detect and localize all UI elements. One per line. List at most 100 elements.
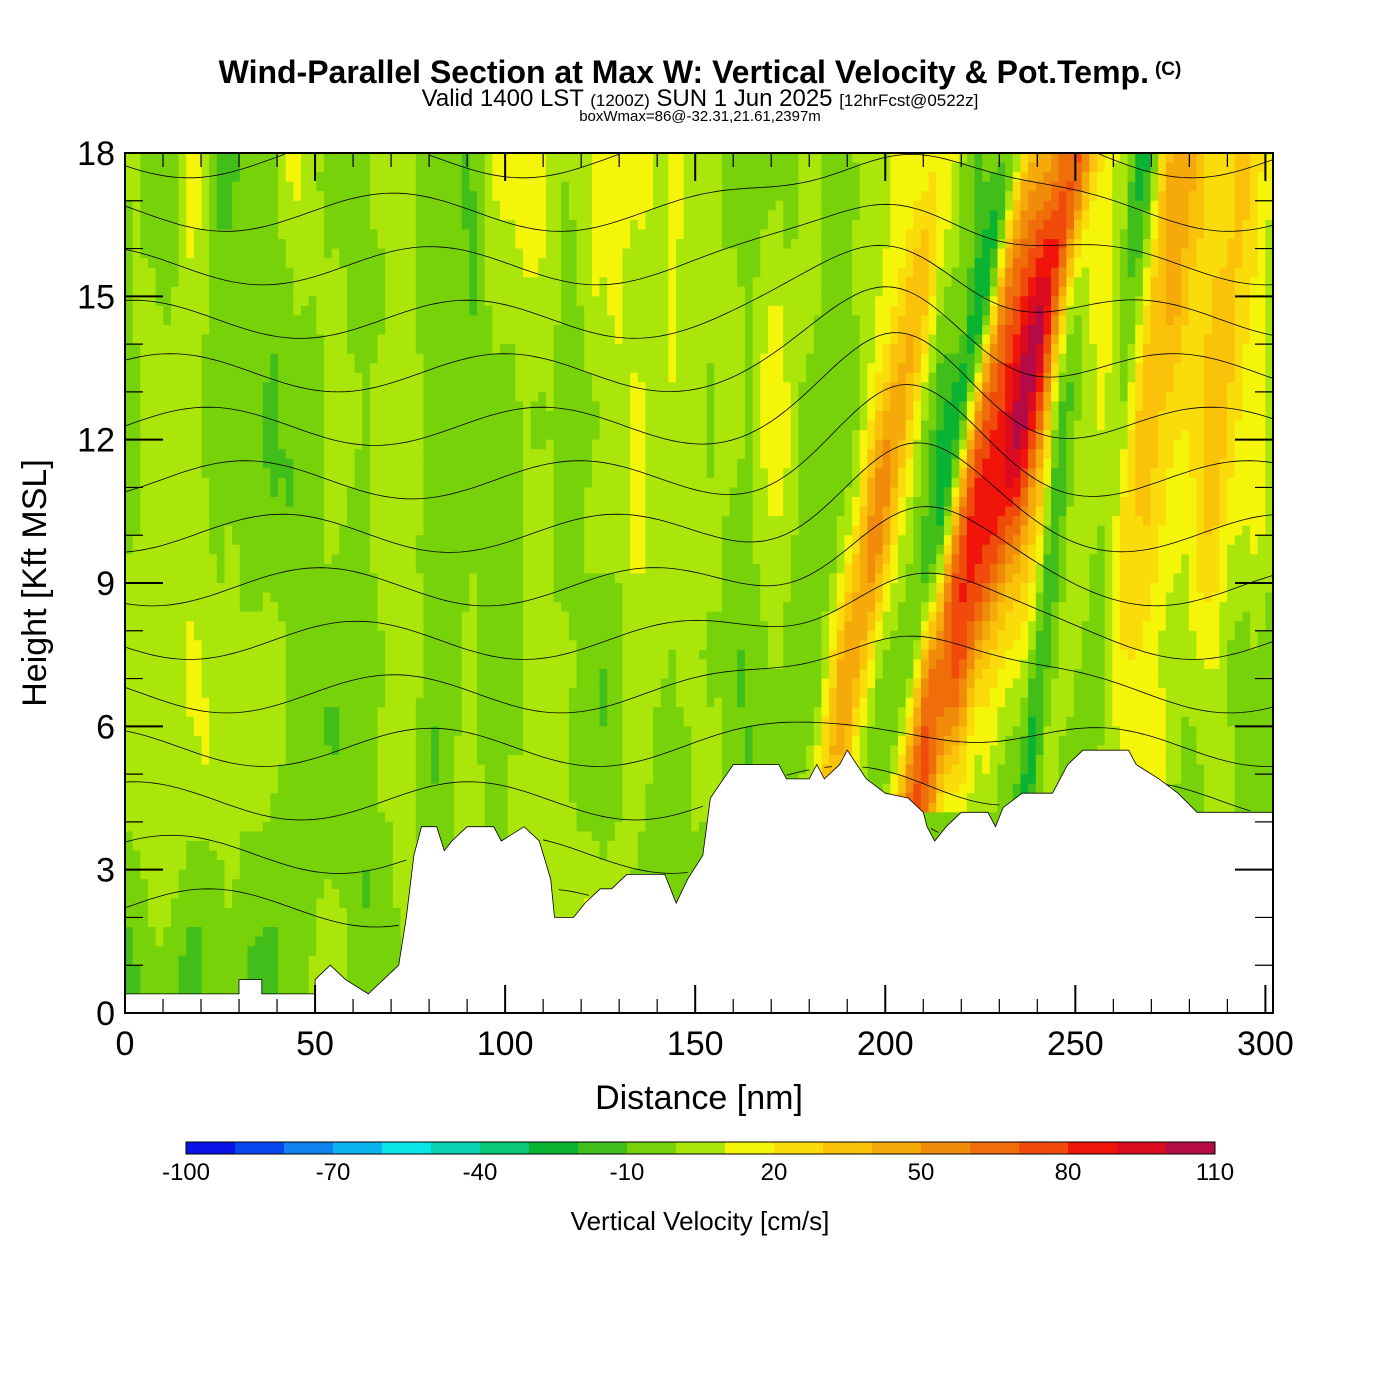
velocity-cell [484, 401, 493, 412]
velocity-cell [484, 458, 493, 469]
velocity-cell [928, 172, 937, 183]
velocity-cell [1181, 162, 1190, 173]
velocity-cell [415, 153, 425, 164]
velocity-cell [668, 200, 677, 211]
velocity-cell [201, 449, 210, 460]
velocity-cell [323, 239, 333, 250]
velocity-cell [1028, 334, 1037, 345]
velocity-cell [1242, 411, 1251, 422]
velocity-cell [1257, 372, 1266, 383]
velocity-cell [645, 267, 654, 278]
forecast-info: [12hrFcst@0522z] [839, 91, 979, 110]
velocity-cell [1058, 239, 1067, 250]
velocity-cell [890, 325, 899, 336]
velocity-cell [1211, 344, 1221, 355]
velocity-cell [721, 439, 731, 450]
velocity-cell [186, 191, 195, 202]
velocity-cell [599, 200, 608, 211]
velocity-cell [584, 334, 593, 345]
velocity-cell [301, 200, 310, 211]
velocity-cell [699, 267, 708, 278]
velocity-cell [1104, 382, 1113, 393]
velocity-cell [545, 430, 555, 441]
velocity-cell [637, 334, 647, 345]
velocity-cell [1211, 153, 1221, 164]
velocity-cell [775, 286, 784, 297]
velocity-cell [1112, 181, 1121, 192]
velocity-cell [1211, 439, 1221, 450]
velocity-cell [408, 325, 417, 336]
velocity-cell [392, 191, 402, 202]
velocity-cell [1089, 153, 1098, 164]
velocity-cell [645, 172, 654, 183]
velocity-cell [576, 363, 585, 374]
velocity-cell [737, 229, 746, 240]
velocity-cell [339, 296, 348, 307]
velocity-cell [867, 277, 876, 288]
velocity-cell [278, 372, 287, 383]
velocity-cell [155, 315, 164, 326]
velocity-cell [576, 439, 585, 450]
velocity-cell [882, 239, 891, 250]
velocity-cell [301, 382, 310, 393]
velocity-cell [308, 353, 317, 364]
velocity-cell [285, 210, 294, 221]
velocity-cell [645, 430, 654, 441]
velocity-cell [653, 458, 662, 469]
velocity-cell [790, 305, 800, 317]
velocity-cell [928, 153, 937, 164]
velocity-cell [469, 363, 478, 374]
velocity-cell [209, 210, 218, 221]
velocity-cell [553, 153, 562, 164]
velocity-cell [1104, 305, 1113, 317]
velocity-cell [1081, 239, 1090, 250]
velocity-cell [1219, 181, 1228, 192]
velocity-cell [1234, 420, 1243, 431]
velocity-cell [729, 411, 738, 422]
velocity-cell [637, 372, 647, 383]
velocity-cell [691, 210, 700, 221]
velocity-cell [1058, 391, 1067, 403]
velocity-cell [790, 430, 800, 441]
velocity-cell [178, 267, 187, 278]
velocity-cell [1181, 229, 1190, 240]
velocity-cell [829, 258, 838, 269]
velocity-cell [408, 277, 417, 288]
velocity-cell [446, 439, 455, 450]
velocity-cell [1051, 162, 1060, 173]
velocity-cell [859, 181, 868, 192]
velocity-cell [951, 248, 960, 259]
velocity-cell [1158, 449, 1167, 460]
velocity-cell [209, 334, 218, 345]
velocity-cell [607, 401, 616, 412]
velocity-cell [239, 286, 249, 297]
velocity-cell [331, 172, 340, 183]
velocity-cell [362, 162, 371, 173]
velocity-cell [1035, 334, 1044, 345]
velocity-cell [1242, 258, 1251, 269]
velocity-cell [767, 172, 777, 183]
velocity-cell [1127, 153, 1136, 164]
velocity-cell [599, 191, 608, 202]
velocity-cell [1135, 267, 1144, 278]
velocity-cell [607, 305, 616, 317]
velocity-cell [936, 325, 945, 336]
velocity-cell [293, 200, 302, 211]
velocity-cell [1227, 353, 1236, 364]
velocity-cell [431, 334, 440, 345]
velocity-cell [1227, 296, 1236, 307]
velocity-cell [1012, 401, 1022, 412]
velocity-cell [178, 191, 187, 202]
velocity-cell [1012, 305, 1022, 317]
velocity-cell [1135, 315, 1144, 326]
velocity-cell [1196, 277, 1205, 288]
velocity-cell [591, 391, 601, 403]
velocity-cell [1234, 210, 1243, 221]
velocity-cell [584, 372, 593, 383]
velocity-cell [721, 372, 731, 383]
velocity-cell [737, 305, 746, 317]
velocity-cell [829, 449, 838, 460]
velocity-cell [224, 315, 233, 326]
velocity-cell [1119, 229, 1129, 240]
velocity-cell [584, 439, 593, 450]
